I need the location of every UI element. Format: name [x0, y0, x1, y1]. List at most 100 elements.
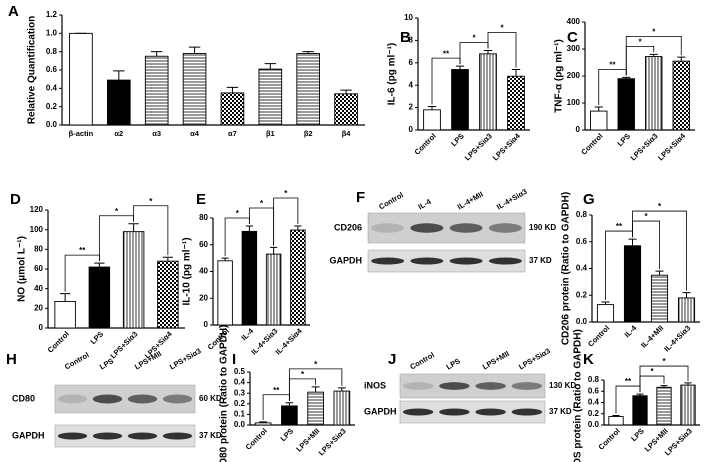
bar: [617, 78, 635, 131]
lane-label: IL-4+MII: [456, 190, 485, 212]
significance-label: **: [616, 222, 623, 231]
y-tick-label: 0.1: [234, 410, 246, 419]
y-axis-label: TNF-α (pg ml⁻¹): [554, 39, 565, 113]
size-label: 37 KD: [549, 407, 572, 416]
blot-strip: [54, 424, 196, 448]
bar: [69, 32, 93, 126]
lane-label: Control: [377, 190, 405, 211]
bar: [281, 405, 298, 426]
row-label: CD80: [12, 393, 35, 403]
row-label: GAPDH: [329, 255, 362, 265]
error-bar: [682, 292, 691, 298]
x-tick-label: LPS+Siα3: [108, 329, 139, 360]
significance-bracket: [273, 197, 299, 246]
bar: [290, 229, 306, 326]
significance-label: *: [500, 24, 504, 33]
error-bar: [285, 402, 294, 406]
blot-band: [449, 257, 483, 265]
error-bar: [601, 301, 610, 305]
significance-label: *: [284, 189, 288, 198]
bar: [507, 75, 525, 131]
bar: [220, 92, 245, 126]
y-tick-label: 100: [30, 225, 44, 234]
blot-band: [439, 382, 470, 390]
y-tick-label: 60: [199, 240, 208, 249]
y-tick-label: 1.0: [46, 28, 58, 37]
significance-label: *: [314, 360, 318, 369]
y-tick-label: 0.6: [576, 237, 588, 246]
y-tick-label: 0.2: [234, 399, 246, 408]
y-tick-label: 200: [567, 71, 581, 80]
bar: [632, 395, 648, 426]
lane-label: LPS: [445, 356, 462, 371]
significance-bracket: [639, 365, 689, 393]
significance-label: *: [644, 212, 648, 221]
blot-band: [402, 408, 434, 416]
blot-band: [475, 382, 506, 390]
y-tick-label: 100: [567, 98, 581, 107]
x-tick-label: LPS+Siα4: [491, 131, 523, 163]
y-tick-label: 0.0: [588, 420, 600, 429]
blot-strip: [367, 212, 526, 244]
blot-band: [57, 432, 88, 440]
x-tick-label: LPS: [449, 131, 466, 148]
y-axis-label: IL-10 (pg ml⁻¹): [182, 237, 193, 305]
x-tick-label: β2: [304, 129, 313, 138]
y-axis-label: IL-6 (pg ml⁻¹): [387, 43, 398, 106]
significance-bracket: [632, 210, 687, 291]
panel-letter: H: [6, 351, 17, 368]
bar: [672, 60, 690, 131]
y-tick-label: 0.4: [588, 398, 600, 407]
bar: [645, 56, 663, 131]
size-label: 60 KD: [199, 394, 222, 403]
blot-band: [371, 223, 405, 233]
bar: [241, 230, 258, 326]
lane-label: IL-4: [417, 197, 434, 212]
y-tick-label: 80: [199, 213, 208, 222]
bar: [122, 231, 145, 329]
bar: [656, 386, 672, 426]
panel-letter: B: [400, 29, 411, 46]
x-tick-label: LPS: [615, 131, 632, 148]
error-bar: [612, 414, 620, 417]
blot-band: [511, 382, 543, 390]
error-bar: [655, 270, 664, 276]
bar: [307, 391, 324, 426]
y-tick-label: 0.0: [46, 120, 58, 129]
lane-label: IL-4+Siα3: [495, 187, 529, 212]
y-tick-label: 0.8: [46, 47, 58, 56]
blot-strip: [399, 373, 546, 399]
error-bar: [94, 262, 105, 268]
bar: [254, 422, 272, 426]
y-tick-label: 0.0: [576, 317, 588, 326]
x-tick-label: Control: [586, 323, 611, 348]
y-tick-label: 6: [409, 58, 414, 67]
bar: [144, 55, 169, 126]
bar: [334, 93, 358, 126]
y-tick-label: 0: [39, 323, 44, 332]
panel-letter: J: [388, 351, 396, 368]
significance-label: *: [472, 34, 476, 43]
panel-letter: G: [583, 191, 595, 208]
size-label: 37 KD: [529, 256, 552, 265]
bar: [54, 301, 76, 329]
y-tick-label: 0.2: [588, 409, 600, 418]
y-tick-label: 0.8: [588, 375, 600, 384]
error-bar: [59, 293, 71, 302]
y-axis-label: Relative Quantification: [27, 16, 38, 124]
lane-label: Control: [63, 350, 91, 371]
significance-label: *: [658, 202, 662, 211]
significance-label: *: [662, 357, 666, 366]
y-tick-label: 0.5: [234, 367, 246, 376]
panel-letter: I: [232, 351, 236, 368]
lane-label: Control: [408, 350, 436, 371]
error-bar: [128, 223, 139, 232]
x-tick-label: IL-4+Siα4: [274, 326, 305, 357]
blot-band: [449, 223, 483, 233]
x-tick-label: Control: [46, 329, 71, 354]
y-tick-label: 0.2: [576, 290, 588, 299]
